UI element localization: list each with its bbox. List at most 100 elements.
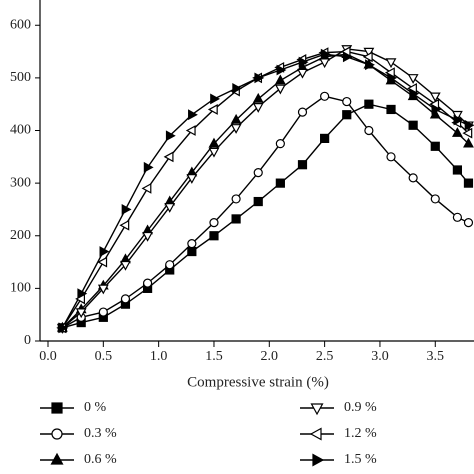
data-point — [186, 174, 198, 184]
data-point — [187, 239, 197, 249]
series-line — [61, 50, 469, 329]
data-point — [320, 91, 330, 101]
data-point — [142, 278, 153, 288]
data-point — [365, 59, 375, 71]
x-axis-label: Compressive strain (%) — [187, 374, 329, 390]
data-point — [342, 96, 352, 107]
data-point — [342, 51, 353, 63]
data-point — [408, 120, 418, 130]
legend-marker — [50, 452, 64, 465]
legend-label: 0.3 % — [84, 426, 117, 441]
data-point — [319, 58, 331, 69]
data-point — [209, 231, 219, 241]
data-point — [99, 246, 110, 257]
data-point — [342, 110, 352, 120]
legend-marker — [51, 402, 63, 414]
data-point — [143, 161, 154, 173]
x-tick-label: 2.5 — [316, 349, 334, 364]
data-point — [77, 288, 88, 300]
data-point — [275, 178, 285, 188]
data-point — [232, 82, 243, 94]
data-point — [452, 212, 463, 222]
legend-marker — [310, 403, 324, 416]
data-point — [462, 127, 473, 139]
data-point — [185, 125, 196, 136]
data-point — [407, 74, 419, 84]
series-line — [62, 103, 470, 329]
data-point — [58, 322, 69, 334]
data-point — [119, 219, 130, 231]
data-point — [297, 160, 308, 170]
data-point — [208, 147, 220, 158]
data-point — [451, 127, 463, 137]
x-tick-label: 3.5 — [427, 349, 445, 364]
y-tick-label: 0 — [24, 333, 31, 348]
data-point — [188, 109, 198, 121]
legend-marker — [312, 453, 325, 467]
data-point — [297, 68, 308, 79]
data-point — [297, 107, 308, 117]
data-point — [207, 104, 218, 115]
data-point — [187, 246, 197, 257]
data-point — [252, 92, 264, 103]
x-tick-label: 1.0 — [150, 349, 168, 364]
y-tick-label: 400 — [10, 123, 31, 138]
data-point — [274, 74, 286, 85]
data-point — [254, 72, 265, 84]
data-point — [452, 165, 463, 175]
legend-marker — [309, 427, 322, 441]
data-point — [463, 137, 474, 148]
data-point — [209, 217, 219, 228]
data-point — [386, 152, 396, 162]
data-point — [453, 114, 464, 126]
data-point — [163, 151, 174, 163]
data-point — [431, 104, 442, 115]
data-point — [320, 48, 331, 60]
legend-label: 1.5 % — [344, 452, 377, 467]
series-line — [61, 48, 469, 329]
data-point — [386, 104, 396, 115]
series-line — [61, 53, 469, 329]
data-point — [120, 260, 131, 271]
data-point — [231, 194, 241, 204]
data-point — [463, 217, 474, 228]
data-point — [252, 103, 264, 113]
data-point — [121, 204, 132, 215]
x-tick-label: 3.0 — [371, 349, 389, 364]
data-point — [298, 56, 309, 68]
data-point — [275, 139, 285, 149]
series-line — [61, 53, 469, 329]
data-point — [231, 214, 241, 224]
y-tick-label: 300 — [10, 175, 31, 190]
data-point — [387, 72, 398, 84]
data-point — [385, 58, 397, 69]
y-tick-label: 100 — [10, 281, 31, 296]
data-point — [430, 141, 440, 151]
y-tick-label: 500 — [10, 70, 31, 85]
y-tick-label: 600 — [10, 17, 31, 32]
data-point — [429, 92, 441, 103]
data-point — [463, 178, 474, 188]
legend-label: 0.9 % — [344, 400, 377, 415]
data-point — [230, 113, 242, 124]
data-point — [276, 64, 287, 76]
data-point — [75, 308, 87, 319]
x-tick-label: 1.5 — [205, 349, 223, 364]
data-point — [98, 307, 108, 317]
data-point — [142, 231, 153, 242]
legend-label: 1.2 % — [344, 426, 377, 441]
data-point — [430, 194, 440, 204]
data-point — [141, 182, 152, 194]
data-point — [364, 99, 374, 109]
data-point — [164, 203, 176, 213]
data-point — [120, 294, 131, 304]
data-point — [408, 173, 418, 183]
data-point — [230, 124, 242, 134]
data-point — [165, 260, 175, 270]
data-point — [409, 88, 420, 100]
data-point — [165, 130, 176, 142]
x-tick-label: 0.0 — [39, 349, 57, 364]
data-point — [253, 196, 263, 207]
legend-label: 0 % — [84, 400, 107, 415]
